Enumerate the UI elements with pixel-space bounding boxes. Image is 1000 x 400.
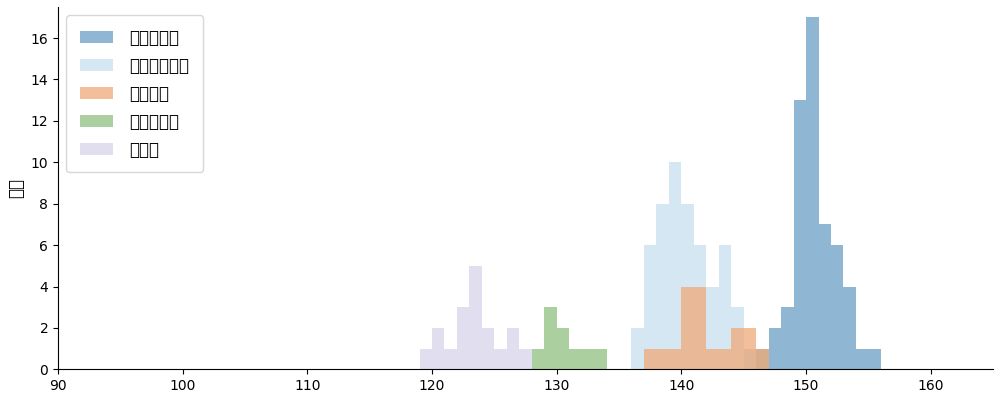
- Bar: [781, 307, 794, 369]
- Bar: [681, 204, 694, 369]
- Legend: ストレート, カットボール, フォーク, スライダー, カーブ: ストレート, カットボール, フォーク, スライダー, カーブ: [66, 15, 203, 172]
- Bar: [794, 100, 806, 369]
- Bar: [706, 349, 719, 369]
- Bar: [557, 328, 569, 369]
- Y-axis label: 球数: 球数: [7, 178, 25, 198]
- Bar: [656, 349, 669, 369]
- Bar: [532, 349, 544, 369]
- Bar: [843, 286, 856, 369]
- Bar: [868, 349, 881, 369]
- Bar: [681, 286, 694, 369]
- Bar: [719, 349, 731, 369]
- Bar: [469, 266, 482, 369]
- Bar: [669, 349, 681, 369]
- Bar: [856, 349, 868, 369]
- Bar: [444, 349, 457, 369]
- Bar: [420, 349, 432, 369]
- Bar: [706, 286, 719, 369]
- Bar: [457, 307, 469, 369]
- Bar: [731, 328, 744, 369]
- Bar: [494, 349, 507, 369]
- Bar: [582, 349, 594, 369]
- Bar: [694, 286, 706, 369]
- Bar: [519, 349, 532, 369]
- Bar: [569, 349, 582, 369]
- Bar: [769, 328, 781, 369]
- Bar: [482, 328, 494, 369]
- Bar: [831, 245, 843, 369]
- Bar: [594, 349, 607, 369]
- Bar: [744, 328, 756, 369]
- Bar: [744, 349, 756, 369]
- Bar: [744, 349, 756, 369]
- Bar: [756, 349, 769, 369]
- Bar: [432, 328, 444, 369]
- Bar: [806, 17, 819, 369]
- Bar: [669, 162, 681, 369]
- Bar: [644, 245, 656, 369]
- Bar: [656, 204, 669, 369]
- Bar: [644, 349, 656, 369]
- Bar: [631, 328, 644, 369]
- Bar: [544, 307, 557, 369]
- Bar: [507, 328, 519, 369]
- Bar: [756, 349, 769, 369]
- Bar: [819, 224, 831, 369]
- Bar: [719, 245, 731, 369]
- Bar: [731, 307, 744, 369]
- Bar: [694, 245, 706, 369]
